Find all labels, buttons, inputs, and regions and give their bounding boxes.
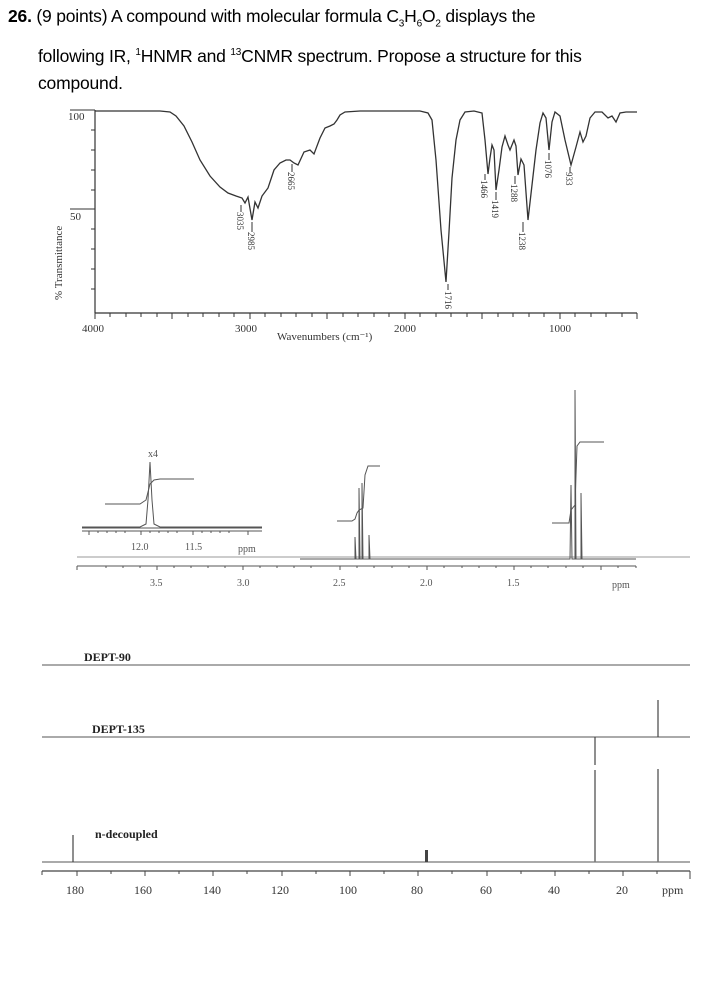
ir-xtick-4000: 4000 [82, 323, 105, 335]
ir-ytick-50: 50 [70, 211, 82, 223]
cnmr-tick-100: 100 [339, 883, 357, 897]
cnmr-labels: DEPT-90 DEPT-135 n-decoupled 180 160 140… [66, 650, 684, 897]
dept135-label: DEPT-135 [92, 722, 145, 736]
hnmr-inset-peak [82, 461, 262, 528]
ir-peak-1466: 1466 [479, 180, 489, 199]
cnmr-tick-60: 60 [480, 883, 492, 897]
question-line1: (9 points) A compound with molecular for… [36, 6, 536, 30]
hnmr-chart [76, 389, 690, 570]
ir-xtick-1000: 1000 [549, 323, 572, 335]
cnmr-tick-20: 20 [616, 883, 628, 897]
ir-peak-1076: 1076 [543, 160, 553, 179]
hnmr-tick-3-5: 3.5 [150, 578, 163, 589]
ir-chart [70, 109, 638, 319]
ir-peak-1716: 1716 [443, 291, 453, 310]
cnmr-tick-120: 120 [271, 883, 289, 897]
hnmr-tick-1-5: 1.5 [507, 578, 520, 589]
hnmr-integral-triplet [552, 441, 604, 524]
ir-xtick-3000: 3000 [235, 323, 258, 335]
question-line3: compound. [38, 73, 123, 94]
dept90-label: DEPT-90 [84, 650, 131, 664]
ir-peak-1288: 1288 [509, 184, 519, 203]
cnmr-tick-80: 80 [411, 883, 423, 897]
ir-peak-1419: 1419 [490, 200, 500, 219]
ir-labels: 100 50 % Transmittance 4000 3000 2000 10… [53, 111, 574, 343]
ir-peak-2985: 2985 [246, 232, 256, 251]
ir-peak-2665: 2665 [286, 172, 296, 191]
ir-xlabel: Wavenumbers (cm⁻¹) [277, 331, 373, 343]
cnmr-tick-40: 40 [548, 883, 560, 897]
cnmr-tick-180: 180 [66, 883, 84, 897]
hnmr-inset-unit: ppm [238, 544, 256, 555]
cnmr-tick-160: 160 [134, 883, 152, 897]
question-text: 26. (9 points) A compound with molecular… [8, 2, 708, 97]
hnmr-inset-tick-11-5: 11.5 [185, 542, 202, 553]
cnmr-chart [41, 664, 691, 879]
decoupled-label: n-decoupled [95, 827, 158, 841]
ir-peak-3035: 3035 [235, 212, 245, 231]
cnmr-unit: ppm [662, 883, 684, 897]
ir-peak-1238: 1238 [517, 232, 527, 251]
hnmr-inset-tick-12: 12.0 [131, 542, 149, 553]
hnmr-tick-3-0: 3.0 [237, 578, 250, 589]
hnmr-labels: x4 12.0 11.5 ppm 3.5 3.0 2.5 2.0 1.5 ppm [131, 449, 630, 591]
ir-peak-933: 933 [564, 172, 574, 186]
hnmr-integral-quartet [337, 465, 380, 522]
ir-ytick-100: 100 [68, 111, 85, 123]
hnmr-inset-scale-label: x4 [148, 449, 158, 460]
hnmr-inset-integral [105, 478, 194, 505]
hnmr-tick-2-5: 2.5 [333, 578, 346, 589]
hnmr-trace [300, 389, 636, 560]
ir-ylabel: % Transmittance [53, 226, 65, 300]
ir-trace [95, 110, 637, 283]
question-number: 26. [8, 6, 32, 26]
hnmr-unit: ppm [612, 580, 630, 591]
hnmr-tick-2-0: 2.0 [420, 578, 433, 589]
question-line2: following IR, 1HNMR and 13CNMR spectrum.… [38, 45, 582, 66]
cnmr-tick-140: 140 [203, 883, 221, 897]
ir-xtick-2000: 2000 [394, 323, 417, 335]
